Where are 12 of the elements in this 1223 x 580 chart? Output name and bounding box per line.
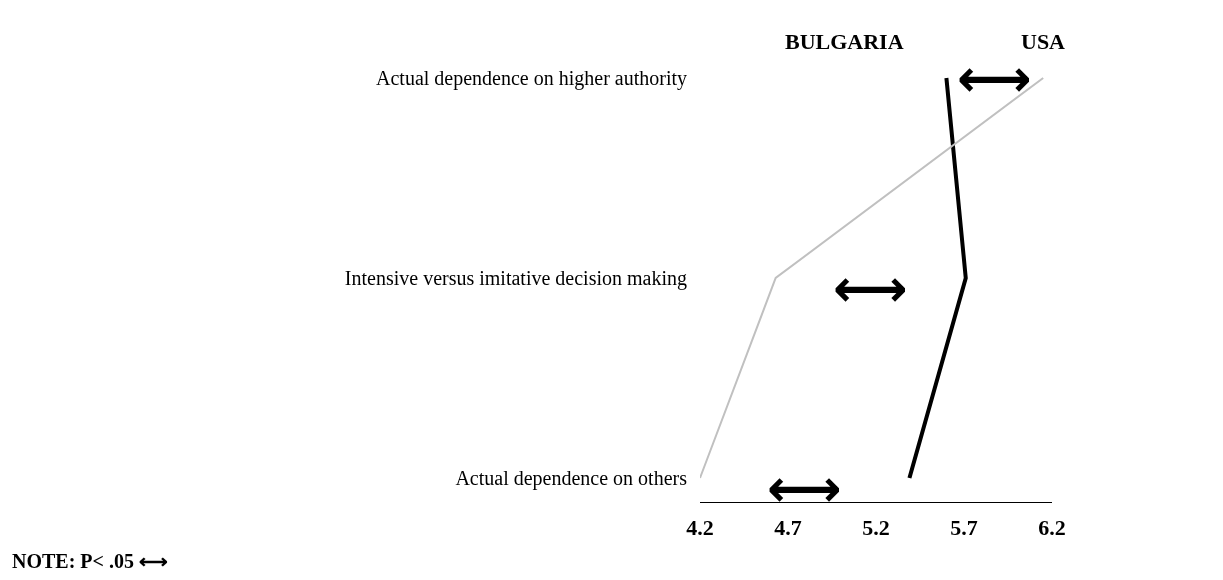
y-tick-label: Actual dependence on higher authority bbox=[376, 67, 687, 90]
text: NOTE: P< .05 ⟷ bbox=[12, 550, 168, 572]
annotation: ⟷ bbox=[767, 458, 842, 518]
x-tick-label: 4.7 bbox=[774, 515, 802, 541]
y-tick-label: Actual dependence on others bbox=[455, 467, 688, 490]
x-tick-label: 5.2 bbox=[862, 515, 890, 541]
x-tick-label: 4.2 bbox=[686, 515, 714, 541]
y-tick-label: Intensive versus imitative decision making bbox=[344, 267, 687, 290]
x-tick-label: 5.7 bbox=[950, 515, 978, 541]
annotation: ⟷ bbox=[833, 258, 908, 318]
text: BULGARIA bbox=[785, 29, 904, 54]
x-tick-label: 6.2 bbox=[1038, 515, 1066, 541]
